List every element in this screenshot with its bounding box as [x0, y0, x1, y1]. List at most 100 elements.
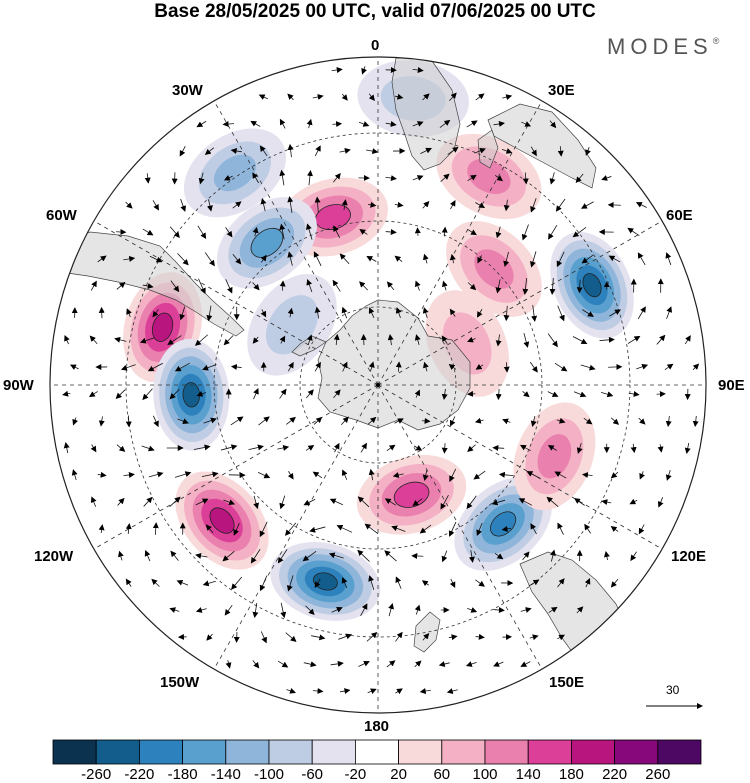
colorbar-tick-label: 260 — [645, 766, 671, 783]
wind-arrow — [341, 199, 348, 210]
wind-arrow — [413, 445, 423, 451]
colorbar-swatch — [311, 739, 356, 765]
wind-arrow — [305, 223, 313, 240]
wind-arrow — [495, 175, 504, 182]
lon-label-30w: 30W — [172, 82, 203, 99]
wind-arrow — [114, 336, 127, 343]
wind-arrow — [599, 336, 615, 343]
wind-arrow — [336, 525, 353, 533]
wind-arrow — [628, 391, 640, 397]
wind-arrow — [467, 336, 476, 343]
colorbar-tick-label: 20 — [390, 766, 407, 783]
colorbar-tick-label: -20 — [344, 766, 367, 783]
wind-arrow — [259, 145, 268, 157]
wind-arrow — [522, 278, 529, 295]
wind-arrow — [467, 607, 478, 613]
wind-arrow — [257, 472, 271, 479]
colorbar-swatch — [614, 739, 659, 765]
wind-arrow — [72, 417, 78, 426]
wind-arrow — [441, 388, 448, 401]
colorbar-tick-label: -180 — [167, 766, 198, 783]
wind-arrow — [523, 332, 530, 348]
wind-arrow — [223, 175, 233, 181]
wind-arrow — [656, 334, 666, 345]
wind-arrow — [466, 495, 477, 510]
wind-arrow — [149, 255, 163, 263]
wind-arrow — [312, 687, 324, 694]
wind-arrow — [572, 226, 587, 238]
wind-arrow — [222, 551, 235, 562]
wind-arrow — [440, 173, 450, 182]
wind-arrow — [557, 305, 565, 322]
wind-arrow — [547, 333, 558, 348]
wind-arrow — [360, 603, 368, 617]
wind-arrow — [575, 173, 584, 183]
wind-arrow — [314, 145, 321, 157]
wind-arrow — [448, 363, 457, 370]
wind-arrow — [258, 416, 270, 426]
wind-arrow — [368, 361, 375, 372]
wind-arrow — [572, 336, 588, 344]
wind-arrow — [414, 389, 421, 398]
wind-arrow — [206, 633, 213, 641]
wind-arrow — [71, 469, 78, 481]
wind-arrow — [196, 390, 207, 397]
wind-arrow — [333, 333, 340, 346]
wind-arrow — [441, 443, 448, 454]
colorbar-tick-label: 180 — [558, 766, 584, 783]
wind-arrow — [287, 143, 294, 158]
wind-arrow — [495, 334, 502, 347]
wind-arrow — [422, 201, 430, 209]
wind-arrow — [630, 551, 637, 562]
wind-arrow — [250, 549, 261, 564]
wind-arrow — [664, 363, 674, 370]
wind-arrow — [116, 444, 126, 452]
registered-mark: ® — [712, 36, 720, 46]
wind-arrow — [530, 415, 537, 427]
wind-arrow — [368, 575, 375, 591]
wind-arrow — [169, 496, 181, 507]
map-boundary — [49, 56, 707, 714]
wind-arrow — [412, 498, 423, 507]
wind-arrow — [287, 307, 294, 318]
wind-arrow — [123, 255, 136, 262]
wind-arrow — [385, 121, 397, 127]
wind-arrow — [62, 390, 71, 397]
reference-vector-value: 30 — [666, 683, 680, 697]
wind-arrow — [359, 281, 368, 291]
wind-arrow — [220, 444, 238, 451]
wind-arrow — [198, 172, 205, 185]
wind-arrow — [549, 172, 556, 185]
wind-arrow — [196, 120, 207, 128]
wind-arrow — [441, 280, 448, 291]
wind-arrow — [501, 525, 511, 532]
wind-arrow — [252, 282, 260, 291]
wind-arrow — [636, 363, 649, 370]
wind-arrow — [414, 280, 421, 291]
wind-arrow — [386, 444, 396, 452]
wind-arrow — [259, 575, 268, 592]
wind-arrow — [330, 660, 344, 667]
wind-arrow — [359, 228, 368, 235]
colorbar-swatch — [268, 739, 313, 765]
wind-arrow — [549, 277, 556, 295]
wind-arrow — [224, 604, 233, 616]
wind-arrow — [341, 306, 348, 319]
wind-arrow — [260, 197, 267, 212]
wind-arrow — [286, 688, 296, 694]
wind-arrow — [204, 252, 215, 267]
meridian-line — [93, 384, 379, 550]
wind-arrow — [90, 280, 97, 291]
wind-arrow — [286, 575, 294, 592]
wind-arrow — [556, 417, 566, 424]
wind-arrow — [422, 307, 429, 319]
wind-arrow — [368, 93, 375, 101]
wind-arrow — [309, 526, 326, 533]
negative-anomaly — [550, 231, 634, 339]
anomaly-contour — [393, 481, 430, 508]
lon-label-0: 0 — [371, 37, 380, 54]
wind-arrow — [174, 471, 192, 478]
wind-arrow — [467, 444, 476, 452]
wind-arrow — [338, 633, 353, 640]
